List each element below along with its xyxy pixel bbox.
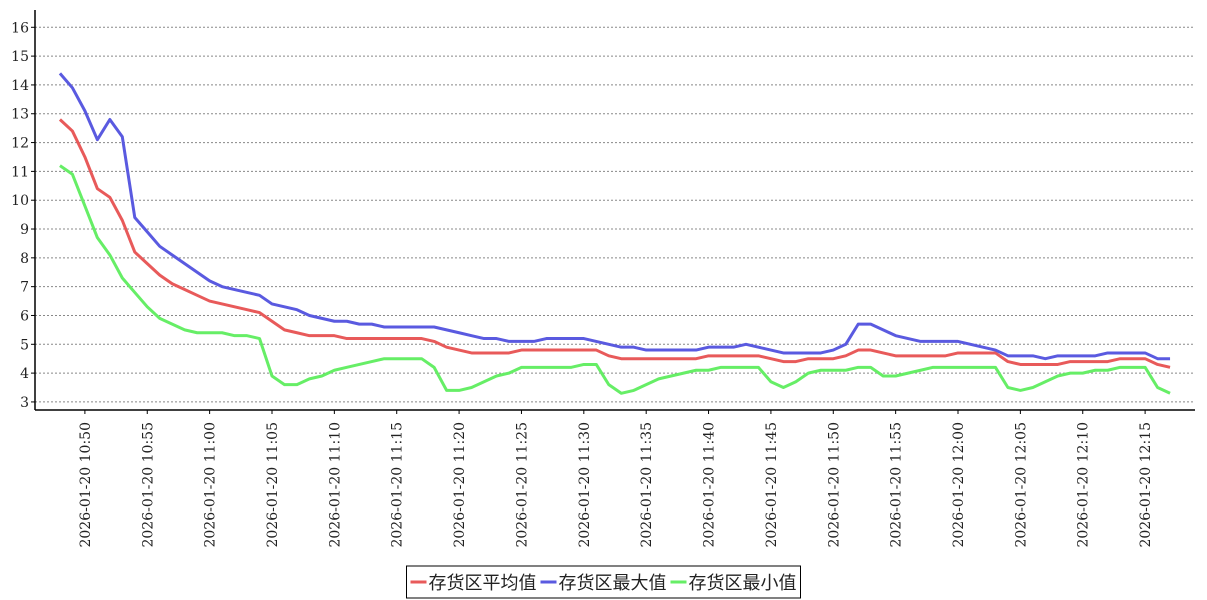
x-tick-label: 2026-01-20 11:20 xyxy=(452,422,468,548)
x-tick-label: 2026-01-20 11:10 xyxy=(327,422,343,548)
series-line xyxy=(58,118,1171,369)
x-tick-label: 2026-01-20 11:05 xyxy=(265,422,281,548)
x-tick-label: 2026-01-20 11:45 xyxy=(764,422,780,548)
y-tick-label: 6 xyxy=(20,308,29,324)
x-tick-label: 2026-01-20 10:55 xyxy=(140,422,156,548)
x-tick-label: 2026-01-20 12:05 xyxy=(1013,422,1029,548)
legend: 存货区平均值 存货区最大值 存货区最小值 xyxy=(406,565,801,599)
x-tick-label: 2026-01-20 12:00 xyxy=(951,422,967,548)
y-tick-label: 4 xyxy=(20,366,29,382)
x-tick-label: 2026-01-20 11:50 xyxy=(826,422,842,548)
x-tick-label: 2026-01-20 12:15 xyxy=(1138,422,1154,548)
x-tick-label: 2026-01-20 11:55 xyxy=(889,422,905,548)
x-tick-label: 2026-01-20 10:50 xyxy=(78,422,94,548)
x-tick-label: 2026-01-20 11:00 xyxy=(203,422,219,548)
y-tick-label: 7 xyxy=(20,280,29,296)
y-tick-label: 14 xyxy=(11,78,29,94)
y-tick-label: 10 xyxy=(11,193,29,209)
y-tick-label: 11 xyxy=(11,164,29,180)
x-tick-label: 2026-01-20 11:30 xyxy=(577,422,593,548)
y-tick-label: 5 xyxy=(20,337,29,353)
legend-label: 存货区平均值 xyxy=(429,573,537,594)
y-tick-label: 13 xyxy=(11,107,29,123)
x-tick-label: 2026-01-20 11:15 xyxy=(390,422,406,548)
legend-label: 存货区最小值 xyxy=(689,573,797,594)
x-tick-label: 2026-01-20 11:25 xyxy=(514,422,530,548)
series-line xyxy=(58,72,1171,361)
y-tick-label: 3 xyxy=(20,395,29,411)
y-tick-label: 8 xyxy=(20,251,29,267)
y-tick-label: 12 xyxy=(11,136,29,152)
y-tick-label: 16 xyxy=(11,20,29,36)
x-tick-label: 2026-01-20 11:35 xyxy=(639,422,655,548)
x-tick-label: 2026-01-20 12:10 xyxy=(1076,422,1092,548)
y-tick-label: 15 xyxy=(11,49,29,65)
legend-box xyxy=(406,565,801,599)
series-line xyxy=(59,164,1171,395)
legend-label: 存货区最大值 xyxy=(559,573,667,594)
x-tick-label: 2026-01-20 11:40 xyxy=(702,422,718,548)
y-tick-label: 9 xyxy=(20,222,29,238)
